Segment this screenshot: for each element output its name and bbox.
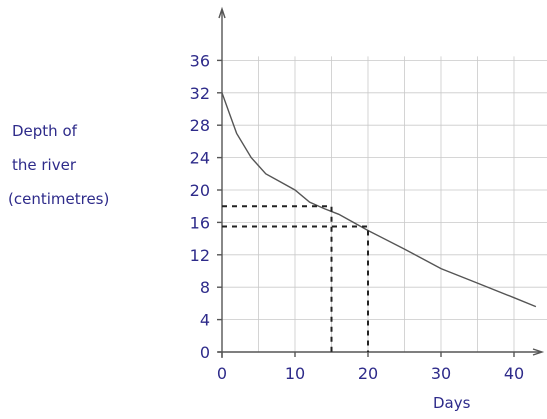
y-axis-arrow xyxy=(218,6,226,19)
y-axis-title-line-2: the river xyxy=(12,156,77,174)
y-tick-label: 28 xyxy=(190,116,210,135)
y-tick-label: 24 xyxy=(190,149,210,168)
y-tick-label: 0 xyxy=(200,343,210,362)
series-line xyxy=(221,92,537,308)
y-tick-label: 8 xyxy=(200,278,210,297)
y-tick-label: 4 xyxy=(200,311,210,330)
dashed-reading-guide xyxy=(222,205,333,352)
plot-area: 0 4 8 12 16 20 24 28 32 36 0 10 20 30 40 xyxy=(190,6,547,383)
y-tick-label: 12 xyxy=(190,246,210,265)
y-tick-label: 20 xyxy=(190,181,210,200)
x-tick-label: 0 xyxy=(217,364,227,383)
y-axis-title: Depth of the river (centimetres) xyxy=(8,122,109,208)
x-tick-label: 10 xyxy=(285,364,305,383)
y-tick-label: 32 xyxy=(190,84,210,103)
x-tick-label: 20 xyxy=(358,364,378,383)
y-tick-label: 16 xyxy=(190,213,210,232)
x-axis-title: Days xyxy=(433,394,471,412)
x-tick-label: 40 xyxy=(504,364,524,383)
y-tick-label: 36 xyxy=(190,51,210,70)
x-axis-arrow xyxy=(532,348,545,356)
y-axis-title-line-3: (centimetres) xyxy=(8,190,109,208)
y-axis-title-line-1: Depth of xyxy=(12,122,78,140)
x-tick-label: 30 xyxy=(431,364,451,383)
